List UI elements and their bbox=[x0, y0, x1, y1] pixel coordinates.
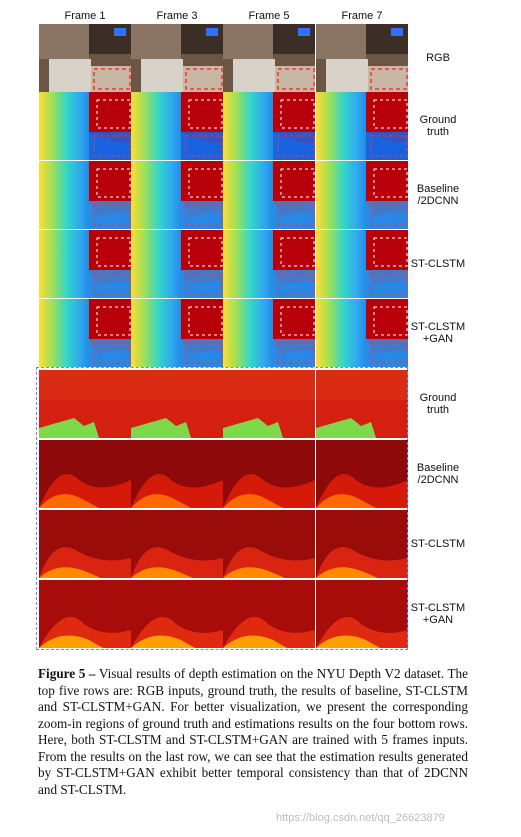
row-label: Ground truth bbox=[409, 114, 467, 138]
baseline-depth bbox=[316, 161, 408, 229]
st-clstm-gan-depth bbox=[316, 299, 408, 367]
zoom-st-clstm-gan bbox=[223, 580, 315, 648]
row-label-line: Ground bbox=[419, 114, 457, 126]
watermark: https://blog.csdn.net/qq_26623879 bbox=[276, 812, 445, 824]
figure-caption: Figure 5 – Visual results of depth estim… bbox=[38, 666, 468, 798]
rgb-image bbox=[223, 24, 315, 92]
row-label-line: ST-CLSTM bbox=[410, 602, 466, 614]
st-clstm-gan-depth bbox=[39, 299, 131, 367]
baseline-depth bbox=[223, 161, 315, 229]
row-label-line: Baseline bbox=[416, 462, 460, 474]
zoom-st-clstm bbox=[39, 510, 131, 578]
row-label-line: truth bbox=[426, 126, 449, 138]
row-label: ST-CLSTM bbox=[409, 538, 467, 550]
row-label: ST-CLSTM +GAN bbox=[409, 602, 467, 626]
row-label-line: Baseline bbox=[416, 183, 460, 195]
zoom-ground-truth bbox=[223, 370, 315, 438]
row-label-line: truth bbox=[426, 404, 449, 416]
zoom-ground-truth bbox=[131, 370, 223, 438]
row-label-line: /2DCNN bbox=[417, 474, 459, 486]
row-label: Baseline/2DCNN bbox=[409, 462, 467, 486]
ground-truth-depth bbox=[39, 92, 131, 160]
row-label-line: /2DCNN bbox=[417, 195, 459, 207]
rgb-image bbox=[131, 24, 223, 92]
caption-label: Figure 5 – bbox=[38, 666, 96, 681]
caption-text: Visual results of depth estimation on th… bbox=[38, 666, 468, 797]
ground-truth-depth bbox=[223, 92, 315, 160]
st-clstm-gan-depth bbox=[131, 299, 223, 367]
row-label-line: ST-CLSTM bbox=[410, 321, 466, 333]
row-label-line: ST-CLSTM bbox=[410, 258, 466, 270]
st-clstm-depth bbox=[131, 230, 223, 298]
zoom-st-clstm bbox=[131, 510, 223, 578]
rgb-image bbox=[316, 24, 408, 92]
row-label: Ground truth bbox=[409, 392, 467, 416]
column-header: Frame 5 bbox=[248, 10, 290, 22]
row-label-line: Ground bbox=[419, 392, 457, 404]
row-label: ST-CLSTM bbox=[409, 258, 467, 270]
row-label: RGB bbox=[409, 52, 467, 64]
baseline-depth bbox=[131, 161, 223, 229]
zoom-st-clstm bbox=[316, 510, 408, 578]
zoom-st-clstm-gan bbox=[39, 580, 131, 648]
column-header: Frame 1 bbox=[64, 10, 106, 22]
baseline-depth bbox=[39, 161, 131, 229]
zoom-st-clstm-gan bbox=[131, 580, 223, 648]
row-label-line: +GAN bbox=[422, 614, 454, 626]
row-label: Baseline/2DCNN bbox=[409, 183, 467, 207]
column-header: Frame 7 bbox=[341, 10, 383, 22]
st-clstm-depth bbox=[39, 230, 131, 298]
column-header: Frame 3 bbox=[156, 10, 198, 22]
rgb-image bbox=[39, 24, 131, 92]
st-clstm-gan-depth bbox=[223, 299, 315, 367]
st-clstm-depth bbox=[316, 230, 408, 298]
zoom-st-clstm-gan bbox=[316, 580, 408, 648]
st-clstm-depth bbox=[223, 230, 315, 298]
row-label: ST-CLSTM +GAN bbox=[409, 321, 467, 345]
zoom-baseline bbox=[131, 440, 223, 508]
zoom-baseline bbox=[39, 440, 131, 508]
row-label-line: RGB bbox=[426, 52, 450, 64]
row-label-line: ST-CLSTM bbox=[410, 538, 466, 550]
ground-truth-depth bbox=[131, 92, 223, 160]
zoom-ground-truth bbox=[39, 370, 131, 438]
row-label-line: +GAN bbox=[422, 333, 454, 345]
zoom-st-clstm bbox=[223, 510, 315, 578]
ground-truth-depth bbox=[316, 92, 408, 160]
zoom-baseline bbox=[316, 440, 408, 508]
zoom-ground-truth bbox=[316, 370, 408, 438]
zoom-baseline bbox=[223, 440, 315, 508]
